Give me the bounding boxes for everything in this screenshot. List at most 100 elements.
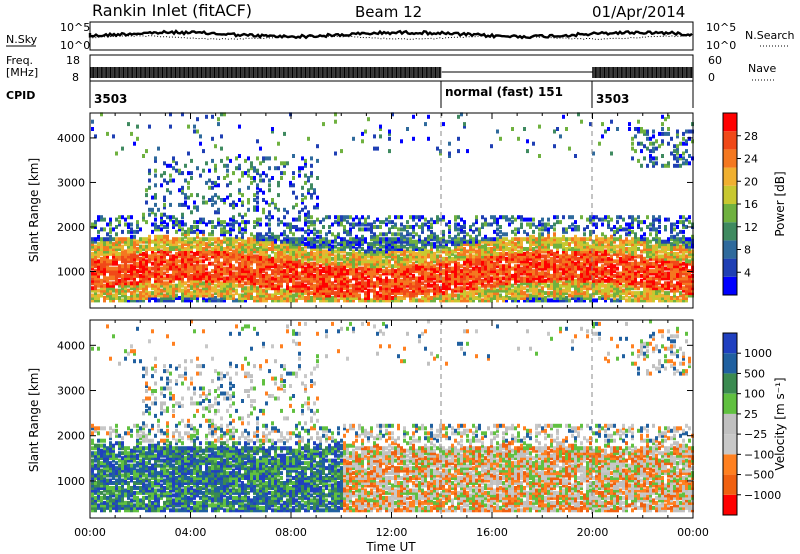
heatmap-cell [469, 264, 472, 269]
heatmap-cell [118, 296, 121, 300]
heatmap-cell [169, 293, 172, 298]
heatmap-cell [484, 271, 487, 276]
heatmap-cell [382, 220, 385, 225]
heatmap-cell [421, 227, 424, 232]
heatmap-cell [274, 291, 277, 296]
heatmap-cell [571, 281, 574, 286]
heatmap-cell [301, 278, 304, 283]
heatmap-cell [163, 202, 166, 207]
heatmap-cell [265, 237, 268, 242]
heatmap-cell [445, 264, 448, 269]
heatmap-cell [256, 139, 259, 144]
heatmap-cell [559, 276, 562, 281]
heatmap-cell [412, 227, 415, 232]
heatmap-cell [211, 298, 214, 303]
heatmap-cell [457, 264, 460, 269]
heatmap-cell [535, 273, 538, 278]
heatmap-cell [508, 273, 511, 278]
heatmap-cell [310, 269, 313, 274]
heatmap-cell [193, 129, 196, 134]
heatmap-cell [115, 278, 118, 283]
heatmap-cell [454, 298, 457, 303]
heatmap-cell [157, 288, 160, 293]
heatmap-cell [370, 273, 373, 278]
heatmap-cell [145, 188, 148, 193]
heatmap-cell [505, 217, 508, 222]
heatmap-cell [403, 227, 406, 232]
heatmap-cell [139, 283, 142, 288]
heatmap-cell [196, 249, 199, 254]
heatmap-cell [298, 247, 301, 251]
heatmap-cell [226, 293, 229, 298]
heatmap-cell [226, 271, 229, 276]
heatmap-cell [304, 237, 307, 242]
heatmap-cell [562, 244, 565, 249]
heatmap-cell [577, 281, 580, 286]
heatmap-cell [271, 298, 274, 303]
heatmap-cell [460, 271, 463, 276]
heatmap-cell [160, 212, 163, 217]
heatmap-cell [133, 259, 136, 264]
heatmap-cell [244, 256, 247, 261]
heatmap-cell [250, 180, 253, 185]
heatmap-cell [436, 244, 439, 249]
heatmap-cell [214, 247, 217, 251]
heatmap-cell [181, 188, 184, 193]
heatmap-cell [160, 296, 163, 300]
heatmap-cell [565, 271, 568, 276]
heatmap-cell [154, 225, 157, 229]
heatmap-cell [268, 261, 271, 266]
heatmap-cell [292, 273, 295, 278]
heatmap-cell [196, 264, 199, 269]
heatmap-cell [106, 281, 109, 286]
heatmap-cell [247, 251, 250, 256]
heatmap-cell [202, 237, 205, 242]
heatmap-cell [97, 266, 100, 271]
heatmap-cell [340, 271, 343, 276]
heatmap-cell [202, 239, 205, 244]
heatmap-cell [331, 296, 334, 300]
heatmap-cell [481, 254, 484, 259]
heatmap-cell [424, 293, 427, 298]
heatmap-cell [301, 185, 304, 190]
heatmap-cell [580, 239, 583, 244]
heatmap-cell [310, 195, 313, 200]
heatmap-cell [529, 225, 532, 229]
heatmap-cell [214, 266, 217, 271]
heatmap-cell [175, 256, 178, 261]
heatmap-cell [274, 271, 277, 276]
heatmap-cell [367, 247, 370, 251]
heatmap-cell [490, 271, 493, 276]
heatmap-cell [139, 291, 142, 296]
heatmap-cell [499, 136, 502, 141]
heatmap-cell [421, 269, 424, 274]
heatmap-cell [193, 254, 196, 259]
heatmap-cell [424, 217, 427, 222]
heatmap-cell [529, 296, 532, 300]
heatmap-cell [265, 281, 268, 286]
heatmap-cell [427, 278, 430, 283]
heatmap-cell [559, 264, 562, 269]
heatmap-cell [472, 296, 475, 300]
heatmap-cell [289, 247, 292, 251]
heatmap-cell [328, 251, 331, 256]
heatmap-cell [424, 278, 427, 283]
heatmap-cell [499, 256, 502, 261]
heatmap-cell [400, 264, 403, 269]
heatmap-cell [172, 288, 175, 293]
heatmap-cell [442, 122, 445, 127]
heatmap-cell [178, 264, 181, 269]
heatmap-cell [160, 276, 163, 281]
heatmap-cell [586, 261, 589, 266]
heatmap-cell [190, 264, 193, 269]
heatmap-cell [382, 293, 385, 298]
heatmap-cell [211, 254, 214, 259]
heatmap-cell [253, 239, 256, 244]
heatmap-cell [163, 239, 166, 244]
heatmap-cell [439, 254, 442, 259]
heatmap-cell [250, 261, 253, 266]
heatmap-cell [358, 273, 361, 278]
heatmap-cell [580, 215, 583, 220]
heatmap-cell [238, 249, 241, 254]
heatmap-cell [256, 239, 259, 244]
